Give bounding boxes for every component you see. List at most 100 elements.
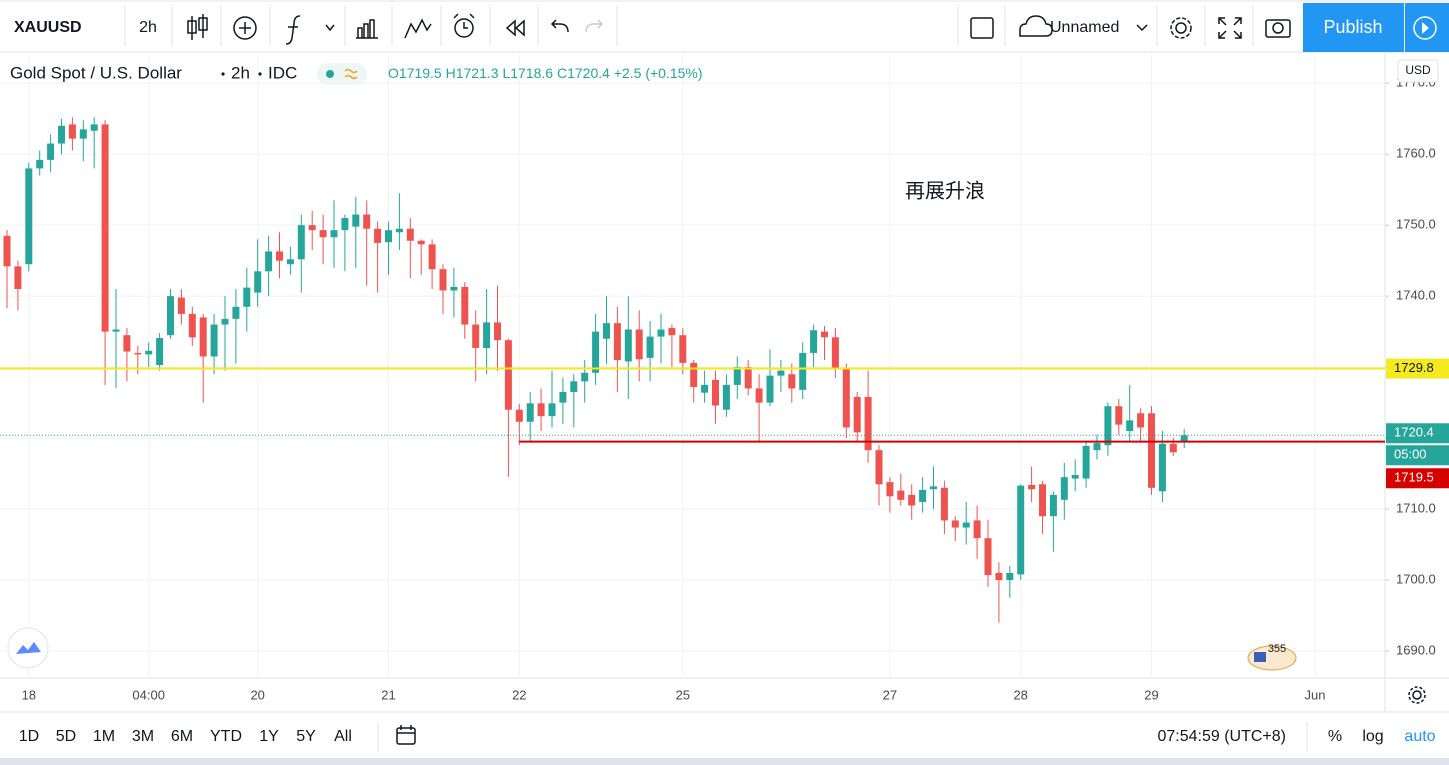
- templates-icon[interactable]: [356, 19, 378, 39]
- candle-body: [123, 335, 131, 352]
- candle-body: [439, 269, 447, 291]
- snapshot-icon[interactable]: [1265, 19, 1291, 38]
- candle-body: [831, 337, 839, 369]
- close-value: 1720.4: [567, 65, 610, 81]
- candle-body: [940, 487, 948, 521]
- settings-icon[interactable]: [1170, 17, 1192, 39]
- candle-body: [1115, 406, 1123, 425]
- bottom-bar: 1D 5D 1M 3M 6M YTD 1Y 5Y All: [19, 728, 352, 745]
- plot-area: 再展升浪: [0, 117, 1385, 623]
- compare-icon[interactable]: [404, 18, 432, 39]
- last-price-tag: 1720.4: [1394, 425, 1434, 440]
- candle-body: [592, 331, 600, 373]
- countdown-tag: 05:00: [1394, 447, 1427, 462]
- market-open-dot: [326, 70, 334, 78]
- candle-body: [657, 329, 665, 337]
- candle-body: [897, 490, 905, 500]
- candle-body: [330, 230, 338, 238]
- auto-toggle[interactable]: auto: [1404, 728, 1435, 745]
- percent-toggle[interactable]: %: [1328, 728, 1342, 745]
- candle-body: [919, 489, 927, 502]
- redo-icon: [585, 19, 604, 33]
- currency-box[interactable]: [1397, 59, 1439, 83]
- candle-style-icon[interactable]: [187, 14, 208, 40]
- replay-icon[interactable]: [505, 19, 525, 37]
- candle-body: [799, 352, 807, 390]
- high-value: 1721.3: [456, 65, 499, 81]
- range-button[interactable]: 1Y: [259, 728, 279, 745]
- add-indicator-icon[interactable]: [233, 16, 257, 40]
- candle-body: [101, 124, 109, 332]
- candle-body: [221, 318, 229, 325]
- goto-date-icon[interactable]: [396, 725, 416, 745]
- o-label: O: [388, 65, 399, 81]
- legend-title: Gold Spot / U.S. Dollar: [10, 63, 182, 82]
- alert-icon[interactable]: [453, 13, 475, 38]
- legend-interval: 2h: [231, 63, 250, 82]
- candle-body: [177, 297, 185, 314]
- candle-body: [395, 228, 403, 233]
- candle-body: [494, 322, 501, 341]
- candle-body: [68, 124, 76, 139]
- range-button[interactable]: 3M: [132, 728, 154, 745]
- publish-label[interactable]: Publish: [1323, 17, 1382, 37]
- candle-body: [690, 362, 698, 388]
- range-button[interactable]: YTD: [210, 728, 242, 745]
- candle-body: [297, 225, 305, 260]
- x-tick-label: 20: [250, 687, 264, 702]
- layout-name[interactable]: Unnamed: [1050, 19, 1119, 36]
- line-price-tag: 1719.5: [1394, 470, 1434, 485]
- publish-button[interactable]: [1303, 3, 1404, 52]
- candle-body: [428, 244, 436, 270]
- candle-body: [1082, 445, 1090, 479]
- log-toggle[interactable]: log: [1362, 728, 1383, 745]
- range-button[interactable]: 1D: [19, 728, 39, 745]
- legend-dot: [258, 72, 262, 76]
- currency-label[interactable]: USD: [1405, 63, 1431, 77]
- candle-body: [1169, 443, 1177, 453]
- range-button[interactable]: 5D: [56, 728, 76, 745]
- candle-body: [908, 494, 916, 506]
- candle-body: [886, 482, 894, 497]
- layout-menu-arrow[interactable]: [1136, 24, 1148, 32]
- symbol-button[interactable]: XAUUSD: [14, 19, 82, 36]
- logo-button[interactable]: [7, 627, 49, 669]
- clock[interactable]: 07:54:59 (UTC+8): [1157, 728, 1286, 745]
- range-button[interactable]: 1M: [93, 728, 115, 745]
- candle-body: [58, 125, 65, 144]
- fullscreen-layout-icon[interactable]: [970, 17, 994, 39]
- candle-body: [984, 538, 992, 576]
- y-tick-label: 1710.0: [1396, 501, 1436, 516]
- x-tick-label: 18: [22, 687, 36, 702]
- candle-body: [308, 225, 316, 231]
- ohlc-legend: O1719.5 H1721.3 L1718.6 C1720.4 +2.5 (+0…: [388, 65, 703, 81]
- axis-settings-icon[interactable]: [1408, 686, 1426, 704]
- candle-body: [962, 522, 970, 528]
- range-button[interactable]: 6M: [171, 728, 193, 745]
- interval-button[interactable]: 2h: [139, 19, 157, 36]
- candle-body: [951, 520, 959, 528]
- candle-body: [1049, 494, 1057, 517]
- candle-body: [243, 287, 251, 307]
- candle-body: [864, 396, 872, 451]
- indicators-icon[interactable]: [285, 15, 335, 45]
- candle-body: [232, 306, 240, 319]
- candle-body: [1028, 484, 1036, 490]
- candle-body: [1060, 477, 1068, 500]
- candle-body: [504, 340, 512, 410]
- fullscreen-icon[interactable]: [1218, 17, 1242, 39]
- candle-body: [14, 266, 22, 290]
- candle-body: [276, 251, 283, 261]
- undo-icon[interactable]: [550, 19, 569, 33]
- separators: [124, 6, 1254, 46]
- candle-body: [1093, 443, 1101, 451]
- x-tick-label: 29: [1144, 687, 1158, 702]
- range-button[interactable]: 5Y: [296, 728, 316, 745]
- change-percent: (+0.15%): [645, 65, 702, 81]
- play-icon[interactable]: [1413, 16, 1437, 40]
- candle-body: [341, 218, 349, 231]
- range-button[interactable]: All: [334, 728, 352, 745]
- candle-body: [613, 323, 621, 361]
- candle-body: [559, 391, 567, 403]
- grid: [0, 52, 1385, 678]
